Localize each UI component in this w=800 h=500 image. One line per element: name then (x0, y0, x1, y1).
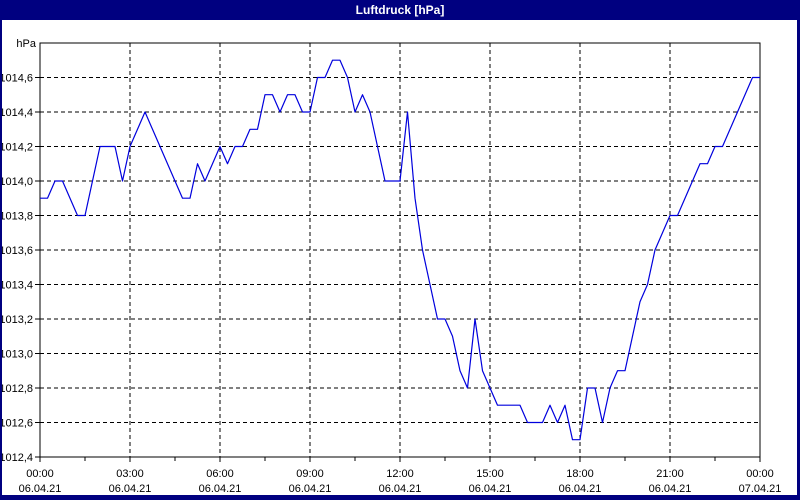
y-axis-unit-label: hPa (16, 38, 36, 50)
y-tick-label: 1012,6 (2, 418, 33, 430)
chart-client-area: 1012,4 1012,6 1012,8 1013,0 1013,2 1013,4 1013… (2, 20, 797, 495)
y-tick-label: 1014,0 (2, 176, 33, 188)
window-title: Luftdruck [hPa] (355, 3, 445, 17)
x-tick-date-label: 06.04.21 (379, 483, 422, 495)
y-axis-labels: 1012,4 1012,6 1012,8 1013,0 1013,2 1013,4 1013… (2, 73, 33, 465)
y-tick-label: 1014,2 (2, 142, 33, 154)
x-axis-labels: 00:00 06.04.21 03:00 06.04.21 06:00 06.04.21 0… (19, 468, 782, 495)
x-tick-date-label: 06.04.21 (109, 483, 152, 495)
y-tick-label: 1012,8 (2, 383, 33, 395)
x-tick-time-label: 03:00 (116, 468, 144, 480)
x-tick-time-label: 00:00 (746, 468, 774, 480)
x-tick-time-label: 21:00 (656, 468, 684, 480)
x-tick-time-label: 12:00 (386, 468, 414, 480)
y-tick-label: 1013,4 (2, 280, 33, 292)
x-tick-date-label: 06.04.21 (559, 483, 602, 495)
x-tick-time-label: 15:00 (476, 468, 504, 480)
y-tick-label: 1013,8 (2, 211, 33, 223)
y-tick-label: 1013,6 (2, 245, 33, 257)
x-tick-date-label: 06.04.21 (199, 483, 242, 495)
x-tick-time-label: 06:00 (206, 468, 234, 480)
x-tick-date-label: 06.04.21 (19, 483, 62, 495)
x-tick-date-label: 07.04.21 (739, 483, 782, 495)
y-tick-label: 1013,0 (2, 349, 33, 361)
grid-lines (40, 43, 760, 458)
x-tick-date-label: 06.04.21 (649, 483, 692, 495)
y-tick-label: 1013,2 (2, 314, 33, 326)
x-tick-date-label: 06.04.21 (289, 483, 332, 495)
x-tick-date-label: 06.04.21 (469, 483, 512, 495)
x-tick-time-label: 09:00 (296, 468, 324, 480)
x-tick-time-label: 18:00 (566, 468, 594, 480)
y-tick-label: 1014,4 (2, 107, 33, 119)
x-tick-time-label: 00:00 (26, 468, 54, 480)
axis-ticks (35, 77, 761, 462)
y-tick-label: 1014,6 (2, 73, 33, 85)
window-titlebar: Luftdruck [hPa] (0, 0, 800, 20)
y-tick-label: 1012,4 (2, 452, 33, 464)
pressure-line-chart: 1012,4 1012,6 1012,8 1013,0 1013,2 1013,4 1013… (2, 38, 782, 495)
pressure-series-line (40, 59, 760, 441)
